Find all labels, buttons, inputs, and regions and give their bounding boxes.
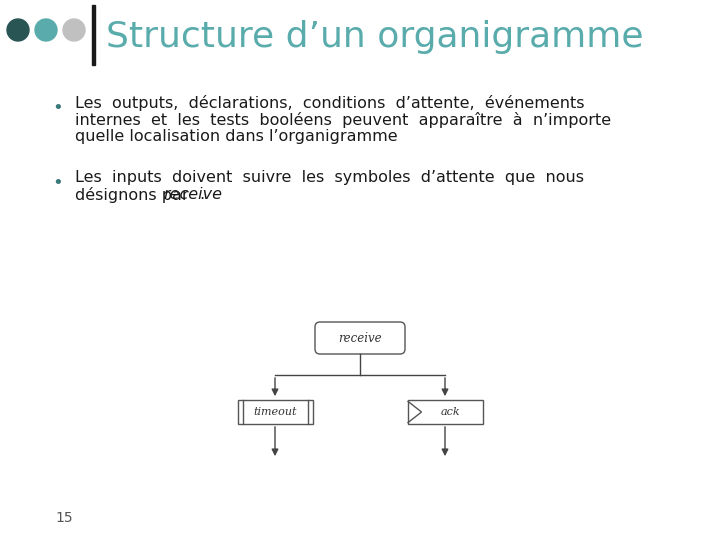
Text: timeout: timeout [253,407,297,417]
Circle shape [35,19,57,41]
Text: désignons par: désignons par [75,187,194,203]
Text: ack: ack [440,407,460,417]
Bar [408,400,482,424]
Text: •: • [52,174,63,192]
Text: Les  inputs  doivent  suivre  les  symboles  d’attente  que  nous: Les inputs doivent suivre les symboles d… [75,170,584,185]
Text: •: • [52,99,63,117]
Text: internes  et  les  tests  booléens  peuvent  apparaître  à  n’importe: internes et les tests booléens peuvent a… [75,112,611,128]
Text: receive: receive [338,332,382,345]
Text: receive: receive [163,187,222,202]
Circle shape [7,19,29,41]
Text: 15: 15 [55,511,73,525]
Text: Les  outputs,  déclarations,  conditions  d’attente,  événements: Les outputs, déclarations, conditions d’… [75,95,585,111]
Circle shape [63,19,85,41]
FancyBboxPatch shape [315,322,405,354]
Text: quelle localisation dans l’organigramme: quelle localisation dans l’organigramme [75,129,397,144]
Bar [238,400,312,424]
Bar [92,5,95,65]
Text: Structure d’un organigramme: Structure d’un organigramme [106,20,644,54]
Text: .: . [199,187,204,202]
